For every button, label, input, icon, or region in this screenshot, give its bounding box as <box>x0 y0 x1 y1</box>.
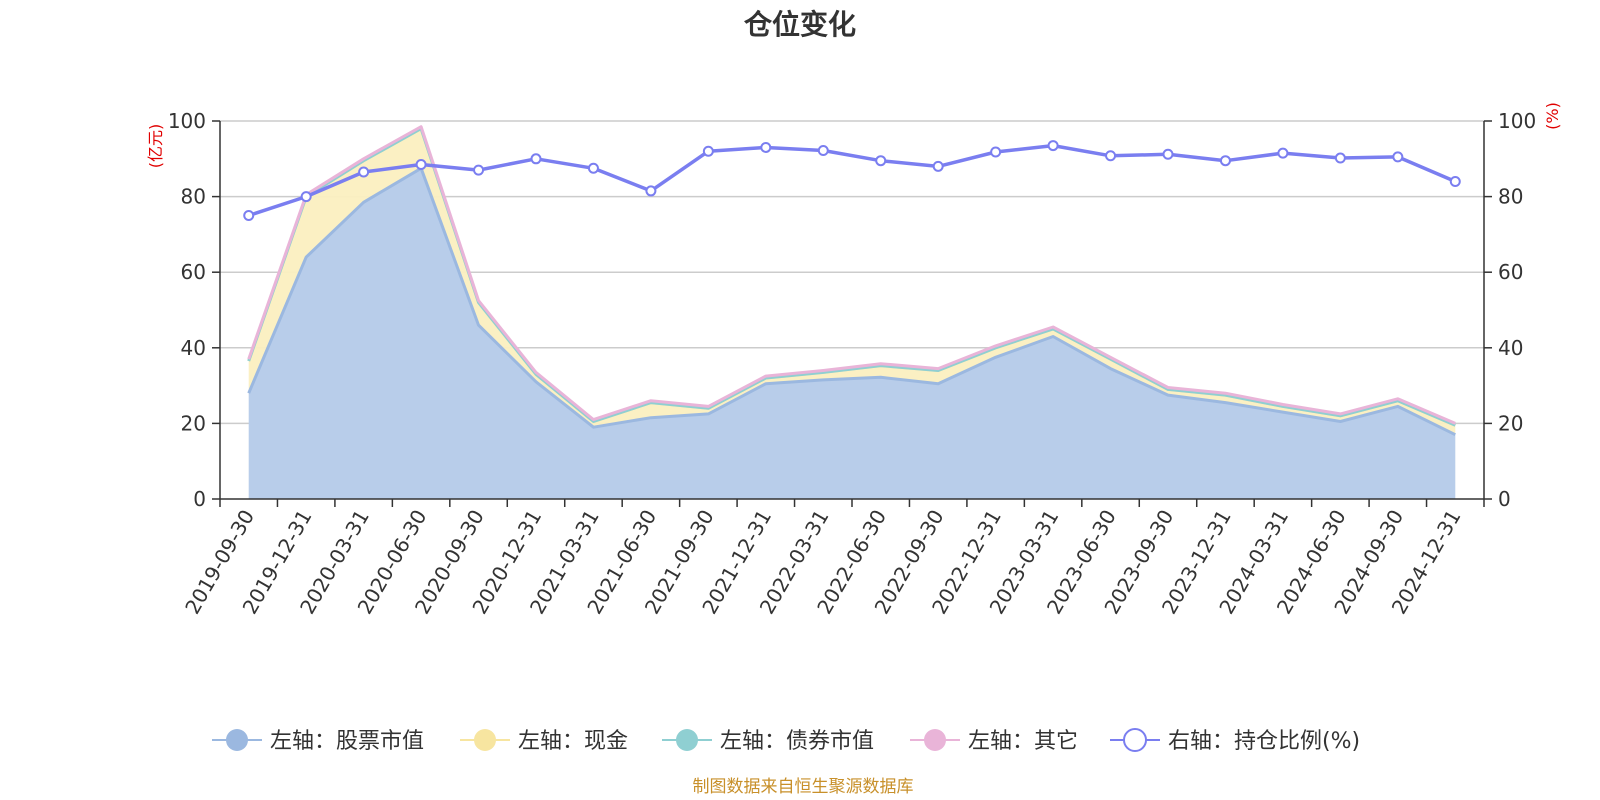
legend-item: 右轴：持仓比例(%) <box>1110 728 1360 754</box>
ratio-point <box>300 191 312 203</box>
ratio-point <box>243 210 255 221</box>
legend-marker <box>924 729 946 751</box>
ratio-point <box>760 141 772 153</box>
ratio-point <box>473 164 485 176</box>
legend-label: 左轴：股票市值 <box>270 729 424 754</box>
ratio-point <box>587 162 599 174</box>
line-series-0 <box>247 166 1456 437</box>
right-tick-label: 40 <box>1498 336 1523 360</box>
right-tick-label: 0 <box>1498 487 1511 511</box>
ratio-point <box>702 145 714 157</box>
area-series-0 <box>248 168 1456 500</box>
ratio-point <box>1449 175 1461 187</box>
right-tick-label: 80 <box>1498 185 1523 209</box>
left-tick-label: 40 <box>181 336 206 360</box>
left-tick-label: 0 <box>193 487 206 511</box>
right-tick-label: 100 <box>1498 109 1536 133</box>
legend-label: 右轴：持仓比例(%) <box>1168 729 1360 754</box>
ratio-point <box>1162 148 1174 160</box>
area-series-1 <box>248 128 1456 435</box>
ratio-point <box>1392 151 1404 163</box>
legend-marker <box>226 729 248 751</box>
series-lines <box>247 125 1456 437</box>
left-tick-label: 20 <box>181 411 206 435</box>
ratio-point <box>1277 147 1289 159</box>
legend: 左轴：股票市值 左轴：现金 左轴：债券市值 左轴：其它 右轴：持仓比例(%) <box>212 728 1360 754</box>
stacked-areas <box>248 126 1456 500</box>
left-axis-unit: (亿元) <box>146 124 165 169</box>
legend-item: 左轴：股票市值 <box>212 729 424 754</box>
left-tick-label: 60 <box>181 260 206 284</box>
ratio-point <box>875 155 887 167</box>
right-tick-label: 60 <box>1498 260 1523 284</box>
ratio-point <box>932 160 944 172</box>
ratio-point <box>415 158 427 170</box>
legend-label: 左轴：债券市值 <box>720 729 874 754</box>
legend-label: 左轴：现金 <box>518 729 628 754</box>
ratio-point <box>645 185 657 197</box>
left-tick-label: 100 <box>168 109 206 133</box>
legend-label: 左轴：其它 <box>968 729 1078 754</box>
ratio-point <box>990 146 1002 158</box>
legend-item: 左轴：现金 <box>460 729 628 754</box>
chart-title: 仓位变化 <box>744 8 856 41</box>
legend-marker <box>474 729 496 751</box>
legend-item: 左轴：债券市值 <box>662 729 874 754</box>
legend-marker <box>676 729 698 751</box>
line-series-3 <box>247 125 1456 425</box>
ratio-point <box>1105 150 1117 162</box>
left-tick-label: 80 <box>181 185 206 209</box>
line-ratio <box>248 143 1456 218</box>
ratio-point <box>1334 152 1346 164</box>
ratio-point <box>817 144 829 156</box>
ratio-point <box>530 153 542 165</box>
ratio-markers <box>243 140 1461 221</box>
ratio-point <box>1219 155 1231 167</box>
legend-marker <box>1123 728 1147 752</box>
ratio-point <box>1047 140 1059 152</box>
source-note: 制图数据来自恒生聚源数据库 <box>693 777 914 797</box>
right-axis-unit: (%) <box>1543 102 1562 130</box>
right-tick-label: 20 <box>1498 411 1523 435</box>
legend-item: 左轴：其它 <box>910 729 1078 754</box>
ratio-point <box>358 166 370 178</box>
